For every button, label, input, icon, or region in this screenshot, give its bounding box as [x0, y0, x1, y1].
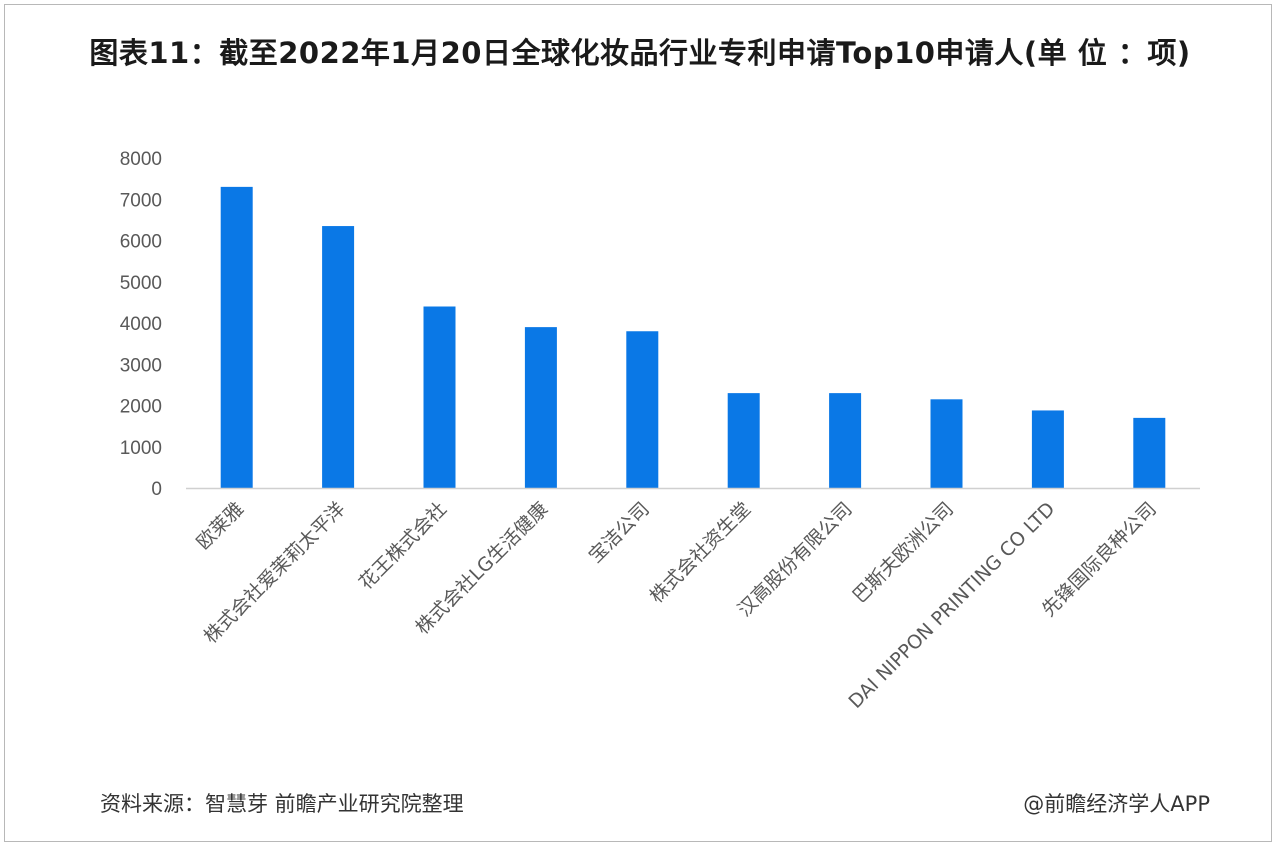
y-tick-label: 2000 — [120, 397, 162, 418]
bar — [1133, 417, 1166, 488]
source-note: 资料来源：智慧芽 前瞻产业研究院整理 — [100, 792, 464, 816]
y-tick-label: 1000 — [120, 438, 162, 459]
x-tick-label: DAI NIPPON PRINTING CO LTD — [844, 498, 1059, 713]
bar — [322, 226, 355, 488]
x-tick-label: 花王株式会社 — [355, 498, 451, 594]
bar — [1031, 410, 1064, 488]
bar — [220, 186, 253, 488]
chart-title: 图表11：截至2022年1月20日全球化妆品行业专利申请Top10申请人(单 位… — [89, 36, 1191, 70]
bars-group — [220, 186, 1166, 488]
y-tick-label: 4000 — [120, 314, 162, 335]
bar — [727, 393, 760, 488]
x-tick-label: 宝洁公司 — [585, 498, 654, 567]
y-tick-label: 8000 — [120, 149, 162, 170]
x-tick-label: 株式会社资生堂 — [646, 498, 756, 608]
bar — [524, 327, 557, 488]
y-tick-label: 5000 — [120, 273, 162, 294]
bar — [423, 306, 456, 488]
brand-credit: @前瞻经济学人APP — [1023, 792, 1210, 816]
y-tick-label: 3000 — [120, 355, 162, 376]
y-tick-label: 0 — [151, 479, 162, 500]
x-tick-label: 巴斯夫欧洲公司 — [848, 498, 958, 608]
y-axis-ticks: 0 1000 2000 3000 4000 5000 6000 7000 8000 — [120, 149, 162, 500]
y-tick-label: 7000 — [120, 190, 162, 211]
bar — [829, 393, 862, 488]
bar — [930, 399, 963, 488]
x-tick-label: 欧莱雅 — [192, 498, 248, 554]
y-tick-label: 6000 — [120, 232, 162, 253]
bar — [626, 331, 659, 488]
